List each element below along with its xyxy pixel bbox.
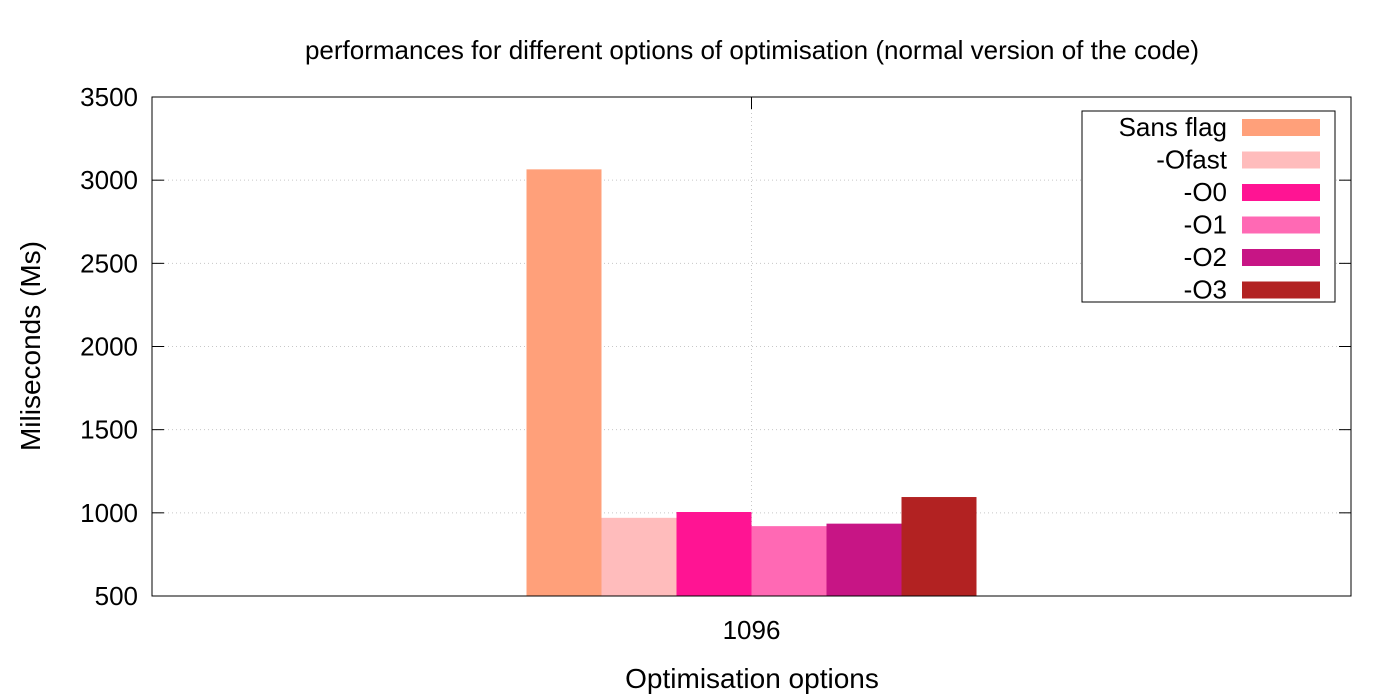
bar-o2	[826, 523, 902, 596]
bar-o3	[901, 497, 977, 596]
legend-label-o0: -O0	[1184, 177, 1227, 207]
bar-o1	[751, 526, 827, 596]
y-tick-label: 500	[95, 581, 138, 611]
y-axis: 500 1000 1500 2000 2500 3000 3500	[80, 82, 1351, 611]
legend-swatch-ofast	[1242, 151, 1320, 169]
bars	[526, 169, 977, 597]
bar-o0	[676, 512, 752, 596]
bar-ofast	[601, 517, 677, 596]
legend-swatch-o3	[1242, 281, 1320, 299]
legend: Sans flag-Ofast-O0-O1-O2-O3	[1081, 110, 1336, 305]
x-axis: 1096	[723, 97, 781, 645]
x-axis-title: Optimisation options	[625, 663, 879, 694]
y-tick-label: 1000	[80, 498, 138, 528]
y-tick-label: 2000	[80, 332, 138, 362]
bar-sans-flag	[526, 169, 602, 597]
x-tick-label: 1096	[723, 615, 781, 645]
legend-swatch-o0	[1242, 184, 1320, 201]
y-tick-label: 2500	[80, 248, 138, 278]
y-tick-label: 3000	[80, 165, 138, 195]
y-tick-label: 1500	[80, 415, 138, 445]
legend-swatch-o1	[1242, 216, 1320, 234]
y-tick-label: 3500	[80, 82, 138, 112]
chart-title: performances for different options of op…	[305, 35, 1199, 65]
legend-swatch-sans-flag	[1242, 119, 1320, 136]
y-axis-title: Miliseconds (Ms)	[15, 241, 46, 451]
legend-swatch-o2	[1242, 249, 1320, 266]
legend-label-o3: -O3	[1184, 275, 1227, 305]
legend-label-o1: -O1	[1184, 210, 1227, 240]
legend-box	[1081, 110, 1336, 303]
legend-label-ofast: -Ofast	[1156, 145, 1228, 175]
legend-label-sans-flag: Sans flag	[1119, 112, 1227, 142]
legend-label-o2: -O2	[1184, 242, 1227, 272]
